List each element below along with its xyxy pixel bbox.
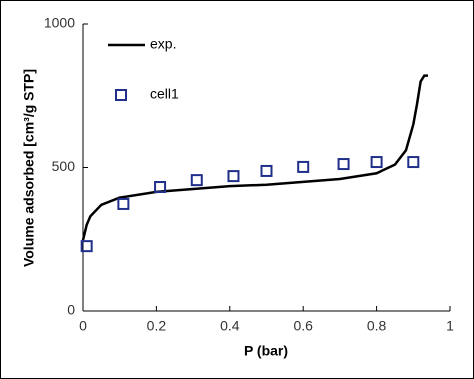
y-tick-label: 500: [52, 158, 76, 174]
x-tick-label: 0.8: [367, 318, 387, 334]
legend-marker: [115, 89, 127, 101]
y-tick-label: 1000: [44, 15, 75, 31]
legend-label: exp.: [150, 36, 176, 52]
x-tick-label: 0: [79, 318, 87, 334]
legend-label: cell1: [150, 86, 179, 102]
x-axis-label: P (bar): [244, 343, 288, 359]
data-point: [260, 164, 273, 177]
y-axis-label: Volume adsorbed [cm³/g STP]: [21, 69, 37, 267]
data-point: [227, 170, 240, 183]
data-point: [337, 158, 350, 171]
data-point: [370, 156, 383, 169]
x-tick-label: 0.6: [293, 318, 313, 334]
x-tick-label: 0.2: [147, 318, 167, 334]
x-tick-label: 1: [446, 318, 454, 334]
data-point: [190, 174, 203, 187]
data-line: [81, 74, 428, 241]
data-point: [297, 160, 310, 173]
data-point: [117, 197, 130, 210]
data-point: [407, 156, 420, 169]
data-point: [80, 240, 93, 253]
x-tick-label: 0.4: [220, 318, 240, 334]
y-tick-label: 0: [67, 302, 75, 318]
data-point: [154, 181, 167, 194]
